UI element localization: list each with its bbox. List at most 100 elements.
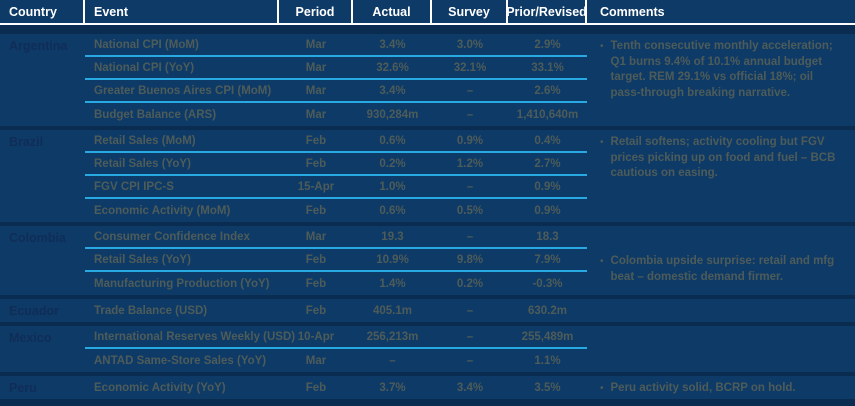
actual-cell: – [389,354,396,367]
event-cell: Manufacturing Production (YoY) [94,277,270,290]
event-cell: Retail Sales (MoM) [94,134,196,147]
event-cell: Budget Balance (ARS) [94,108,217,121]
section-rows: International Reserves Weekly (USD) 10-Ap… [85,326,587,372]
prior-revised-cell: 255,489m [521,330,574,343]
actual-cell: 3.7% [379,381,406,394]
prior-revised-cell: 2.7% [534,157,561,170]
survey-cell: 9.8% [456,253,484,266]
period-cell: Mar [305,108,327,121]
actual-cell: 930,284m [366,108,419,121]
survey-cell: 0.5% [456,204,484,217]
comment-text: Tenth consecutive monthly acceleration; … [610,40,833,99]
prior-revised-cell: -0.3% [532,277,563,290]
table-row: International Reserves Weekly (USD) 10-Ap… [85,326,587,349]
table-row: Greater Buenos Aires CPI (MoM) Mar 3.4% – 2.… [85,80,587,103]
event-cell: Retail Sales (YoY) [94,253,191,266]
table-row: FGV CPI IPC-S 15-Apr 1.0% – 0.9% [85,176,587,199]
survey-cell: – [466,330,474,343]
comment-cell: • Peru activity solid, BCRP on hold. [587,376,855,399]
actual-cell: 1.4% [379,277,406,290]
prior-revised-cell: 18.3 [536,230,559,243]
table-row: Retail Sales (YoY) Feb 10.9% 9.8% 7.9% [85,249,587,272]
country-label: Colombia [9,231,66,245]
survey-cell: – [466,108,474,121]
survey-cell: 1.2% [456,157,484,170]
country-section-argentina: Argentina National CPI (MoM) Mar 3.4% 3.0% 2.… [0,34,855,126]
actual-cell: 3.4% [379,84,406,97]
table-row: Retail Sales (YoY) Feb 0.2% 1.2% 2.7% [85,153,587,176]
actual-cell: 0.6% [379,134,406,147]
survey-cell: – [466,304,474,317]
event-cell: International Reserves Weekly (USD) [94,330,296,343]
country-section-mexico: Mexico International Reserves Weekly (USD… [0,326,855,372]
country-label: Peru [9,381,37,395]
event-cell: Economic Activity (MoM) [94,204,231,217]
country-section-brazil: Brazil Retail Sales (MoM) Feb 0.6% 0.9% 0.4% R… [0,130,855,222]
column-header-period: Period [279,0,353,23]
period-cell: Mar [305,84,327,97]
survey-cell: 0.2% [456,277,484,290]
table-row: ANTAD Same-Store Sales (YoY) Mar – – 1.1% [85,349,587,372]
comment-cell: • Retail softens; activity cooling but FG… [587,130,855,222]
actual-cell: 19.3 [381,230,404,243]
column-header-country: Country [0,0,85,23]
country-section-ecuador: Ecuador Trade Balance (USD) Feb 405.1m – 630.… [0,299,855,322]
table-row: Retail Sales (MoM) Feb 0.6% 0.9% 0.4% [85,130,587,153]
comment-cell [587,326,855,372]
event-cell: Greater Buenos Aires CPI (MoM) [94,84,272,97]
period-cell: Feb [305,134,327,147]
period-cell: 10-Apr [297,330,335,343]
period-cell: Mar [305,38,327,51]
survey-cell: 0.9% [456,134,484,147]
period-cell: Feb [305,304,327,317]
event-cell: Economic Activity (YoY) [94,381,226,394]
column-header-comments: Comments [600,4,665,19]
prior-revised-cell: 7.9% [534,253,561,266]
actual-cell: 405.1m [372,304,412,317]
table-row: Budget Balance (ARS) Mar 930,284m – 1,410,64… [85,103,587,126]
section-rows: National CPI (MoM) Mar 3.4% 3.0% 2.9% Nationa… [85,34,587,126]
period-cell: Mar [305,230,327,243]
prior-revised-cell: 2.6% [534,84,561,97]
survey-cell: 3.4% [456,381,484,394]
actual-cell: 256,213m [366,330,419,343]
comment-cell [587,299,855,322]
table-row: National CPI (MoM) Mar 3.4% 3.0% 2.9% [85,34,587,57]
period-cell: Feb [305,381,327,394]
period-cell: Feb [305,204,327,217]
section-rows: Trade Balance (USD) Feb 405.1m – 630.2m [85,299,587,322]
prior-revised-cell: 1.1% [534,354,561,367]
section-rows: Retail Sales (MoM) Feb 0.6% 0.9% 0.4% Retail … [85,130,587,222]
comment-cell: • Colombia upside surprise: retail and mf… [587,226,855,295]
prior-revised-cell: 33.1% [531,61,564,74]
country-section-colombia: Colombia Consumer Confidence Index Mar 19.3… [0,226,855,295]
prior-revised-cell: 0.4% [534,134,561,147]
table-header-row: Country Event Period Actual Survey Prior… [0,0,855,25]
actual-cell: 1.0% [379,180,406,193]
country-section-peru: Peru Economic Activity (YoY) Feb 3.7% 3.4% 3.… [0,376,855,399]
column-header-prior-revised: Prior/Revised [506,0,587,23]
survey-cell: – [466,180,474,193]
country-label: Argentina [9,39,68,53]
period-cell: Feb [305,277,327,290]
column-header-event: Event [85,0,279,23]
event-cell: Retail Sales (YoY) [94,157,191,170]
table-body: Argentina National CPI (MoM) Mar 3.4% 3.0% 2.… [0,34,855,399]
event-cell: ANTAD Same-Store Sales (YoY) [94,354,267,367]
survey-cell: 32.1% [453,61,487,74]
comment-text: Peru activity solid, BCRP on hold. [610,382,796,394]
table-row: Economic Activity (MoM) Feb 0.6% 0.5% 0.9% [85,199,587,222]
country-label: Ecuador [9,304,60,318]
prior-revised-cell: 1,410,640m [516,108,579,121]
survey-cell: 3.0% [456,38,484,51]
column-header-survey: Survey [432,0,508,23]
comment-cell: • Tenth consecutive monthly acceleration;… [587,34,855,126]
event-cell: FGV CPI IPC-S [94,180,174,193]
section-rows: Consumer Confidence Index Mar 19.3 – 18.3 Ret… [85,226,587,295]
event-cell: Consumer Confidence Index [94,230,250,243]
country-label: Brazil [9,135,44,149]
prior-revised-cell: 0.9% [534,180,561,193]
actual-cell: 0.6% [379,204,406,217]
country-label: Mexico [9,331,52,345]
actual-cell: 10.9% [376,253,409,266]
